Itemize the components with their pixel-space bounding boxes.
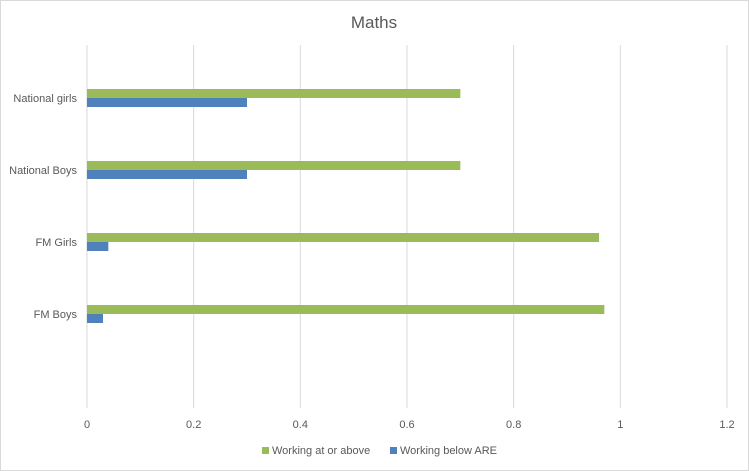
x-tick-label: 1.2	[719, 419, 734, 431]
bar	[87, 89, 461, 98]
bar	[87, 305, 605, 314]
legend-swatch	[390, 447, 397, 454]
bar	[87, 98, 247, 107]
legend-swatch	[262, 447, 269, 454]
bar	[87, 314, 103, 323]
category-label: National Boys	[9, 165, 77, 177]
category-label: FM Girls	[35, 237, 77, 249]
legend-label: Working at or above	[272, 445, 370, 457]
legend-label: Working below ARE	[400, 445, 497, 457]
x-tick-labels: 0 0.2 0.4 0.6 0.8 1 1.2	[84, 419, 735, 431]
x-tick-label: 0	[84, 419, 90, 431]
x-tick-label: 1	[617, 419, 623, 431]
x-tick-label: 0.2	[186, 419, 201, 431]
bars	[87, 89, 605, 323]
bar	[87, 170, 247, 179]
bar	[87, 233, 599, 242]
category-labels: National girls National Boys FM Girls FM Bo…	[9, 93, 77, 321]
x-tick-label: 0.6	[399, 419, 414, 431]
x-tick-label: 0.4	[293, 419, 308, 431]
category-label: National girls	[13, 93, 77, 105]
x-tick-label: 0.8	[506, 419, 521, 431]
chart-title: Maths	[351, 13, 397, 32]
bar	[87, 161, 461, 170]
bar	[87, 242, 109, 251]
category-label: FM Boys	[34, 309, 78, 321]
legend: Working at or above Working below ARE	[262, 445, 497, 457]
